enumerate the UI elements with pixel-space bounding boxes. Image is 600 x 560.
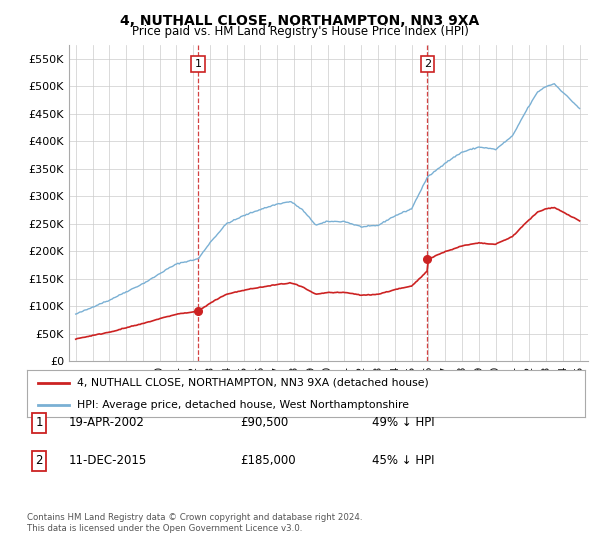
Text: 2: 2	[35, 454, 43, 468]
Text: 1: 1	[35, 416, 43, 430]
Text: 2: 2	[424, 59, 431, 69]
Text: 4, NUTHALL CLOSE, NORTHAMPTON, NN3 9XA: 4, NUTHALL CLOSE, NORTHAMPTON, NN3 9XA	[121, 14, 479, 28]
Text: 4, NUTHALL CLOSE, NORTHAMPTON, NN3 9XA (detached house): 4, NUTHALL CLOSE, NORTHAMPTON, NN3 9XA (…	[77, 378, 429, 388]
Text: 19-APR-2002: 19-APR-2002	[69, 416, 145, 430]
Text: £185,000: £185,000	[240, 454, 296, 468]
Text: Contains HM Land Registry data © Crown copyright and database right 2024.: Contains HM Land Registry data © Crown c…	[27, 513, 362, 522]
Text: £90,500: £90,500	[240, 416, 288, 430]
Text: 45% ↓ HPI: 45% ↓ HPI	[372, 454, 434, 468]
Text: 49% ↓ HPI: 49% ↓ HPI	[372, 416, 434, 430]
Text: 11-DEC-2015: 11-DEC-2015	[69, 454, 147, 468]
Text: 1: 1	[195, 59, 202, 69]
Text: HPI: Average price, detached house, West Northamptonshire: HPI: Average price, detached house, West…	[77, 400, 409, 410]
Text: Price paid vs. HM Land Registry's House Price Index (HPI): Price paid vs. HM Land Registry's House …	[131, 25, 469, 38]
Text: This data is licensed under the Open Government Licence v3.0.: This data is licensed under the Open Gov…	[27, 524, 302, 533]
